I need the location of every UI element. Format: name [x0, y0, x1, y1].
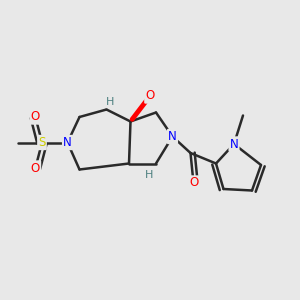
Text: O: O: [31, 110, 40, 124]
Text: H: H: [106, 97, 115, 107]
Text: N: N: [168, 130, 177, 143]
Text: S: S: [38, 136, 46, 149]
Text: O: O: [146, 89, 154, 103]
Text: N: N: [230, 137, 238, 151]
Text: H: H: [145, 170, 153, 181]
Text: O: O: [189, 176, 198, 190]
Text: O: O: [31, 161, 40, 175]
Text: N: N: [63, 136, 72, 149]
